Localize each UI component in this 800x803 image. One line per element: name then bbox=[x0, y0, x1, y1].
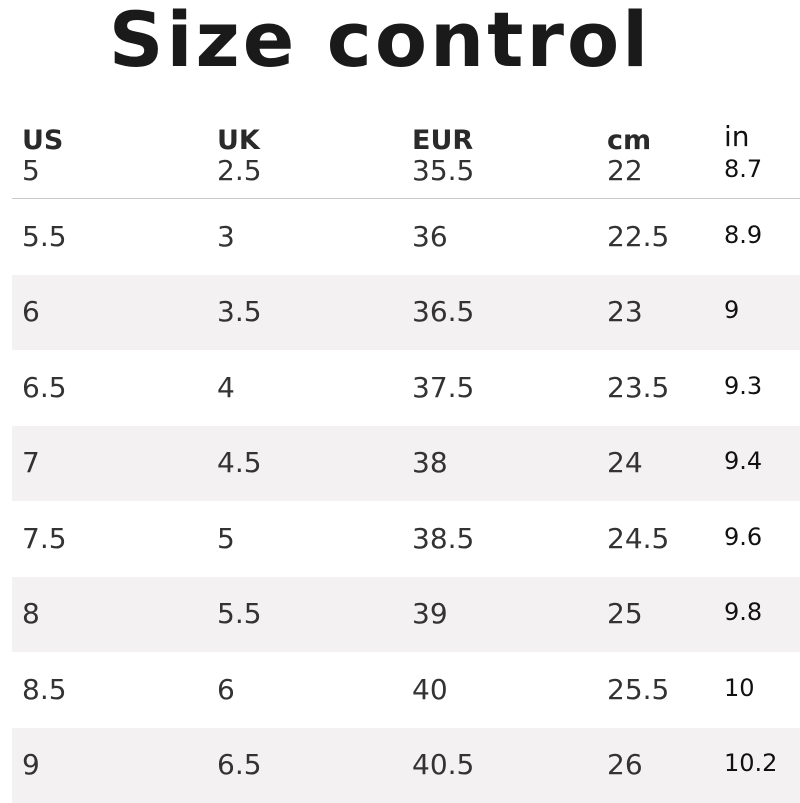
table-row: 6 3.5 36.5 23 9 bbox=[12, 275, 800, 351]
table-cell: 8.5 bbox=[22, 675, 67, 705]
table-cell: 36 bbox=[412, 222, 448, 252]
table-cell: 39 bbox=[412, 599, 448, 629]
table-cell: 10.2 bbox=[724, 748, 777, 778]
table-cell: 6 bbox=[22, 297, 40, 327]
table-cell: 8 bbox=[22, 599, 40, 629]
table-cell: 9.6 bbox=[724, 522, 762, 552]
table-cell: 7.5 bbox=[22, 524, 67, 554]
table-cell: 23 bbox=[607, 297, 643, 327]
table-cell: 9 bbox=[22, 750, 40, 780]
table-cell: 22.5 bbox=[607, 222, 669, 252]
table-cell: 9.4 bbox=[724, 446, 762, 476]
table-cell: 9 bbox=[724, 295, 739, 325]
table-cell: 22 bbox=[607, 156, 643, 186]
table-cell: 4 bbox=[217, 373, 235, 403]
table-cell: 6 bbox=[217, 675, 235, 705]
table-cell: 38.5 bbox=[412, 524, 474, 554]
table-cell: 5.5 bbox=[22, 222, 67, 252]
size-table: US UK EUR cm in 5 2.5 35.5 22 8.7 5.5 3 … bbox=[12, 122, 800, 803]
table-cell: 9.8 bbox=[724, 597, 762, 627]
page-title: Size control bbox=[0, 0, 760, 80]
column-header-in: in bbox=[724, 122, 750, 152]
table-row: 7.5 5 38.5 24.5 9.6 bbox=[12, 501, 800, 577]
table-cell: 2.5 bbox=[217, 156, 262, 186]
table-cell: 5 bbox=[217, 524, 235, 554]
table-cell: 40.5 bbox=[412, 750, 474, 780]
column-header-eur: EUR bbox=[412, 126, 473, 156]
table-cell: 23.5 bbox=[607, 373, 669, 403]
table-row: 8 5.5 39 25 9.8 bbox=[12, 577, 800, 653]
table-cell: 24.5 bbox=[607, 524, 669, 554]
column-header-uk: UK bbox=[217, 126, 260, 156]
table-cell: 40 bbox=[412, 675, 448, 705]
table-cell: 25.5 bbox=[607, 675, 669, 705]
table-cell: 5 bbox=[22, 156, 40, 186]
table-cell: 8.7 bbox=[724, 154, 762, 184]
table-cell: 7 bbox=[22, 448, 40, 478]
table-cell: 37.5 bbox=[412, 373, 474, 403]
table-cell: 5.5 bbox=[217, 599, 262, 629]
column-header-us: US bbox=[22, 126, 63, 156]
table-cell: 38 bbox=[412, 448, 448, 478]
table-row: 9 6.5 40.5 26 10.2 bbox=[12, 728, 800, 803]
table-row: 6.5 4 37.5 23.5 9.3 bbox=[12, 350, 800, 426]
table-cell: 35.5 bbox=[412, 156, 474, 186]
table-cell: 6.5 bbox=[22, 373, 67, 403]
table-cell: 24 bbox=[607, 448, 643, 478]
table-cell: 4.5 bbox=[217, 448, 262, 478]
column-header-cm: cm bbox=[607, 126, 651, 156]
table-cell: 10 bbox=[724, 673, 755, 703]
table-header: US UK EUR cm in 5 2.5 35.5 22 8.7 bbox=[12, 122, 800, 199]
table-row: 7 4.5 38 24 9.4 bbox=[12, 426, 800, 502]
table-cell: 8.9 bbox=[724, 220, 762, 250]
table-cell: 6.5 bbox=[217, 750, 262, 780]
table-cell: 26 bbox=[607, 750, 643, 780]
table-cell: 25 bbox=[607, 599, 643, 629]
table-cell: 3 bbox=[217, 222, 235, 252]
table-cell: 3.5 bbox=[217, 297, 262, 327]
table-row: 5.5 3 36 22.5 8.9 bbox=[12, 199, 800, 275]
table-row: 8.5 6 40 25.5 10 bbox=[12, 652, 800, 728]
table-cell: 36.5 bbox=[412, 297, 474, 327]
table-cell: 9.3 bbox=[724, 371, 762, 401]
